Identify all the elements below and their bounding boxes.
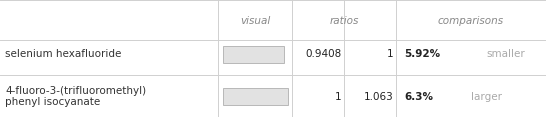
Text: smaller: smaller bbox=[486, 49, 525, 59]
Text: comparisons: comparisons bbox=[438, 16, 504, 26]
Bar bbox=[223, 88, 288, 105]
Text: 0.9408: 0.9408 bbox=[305, 49, 341, 59]
Text: larger: larger bbox=[471, 91, 502, 102]
Text: ratios: ratios bbox=[329, 16, 359, 26]
Text: 1.063: 1.063 bbox=[364, 91, 393, 102]
Bar bbox=[223, 46, 284, 63]
Text: 1: 1 bbox=[387, 49, 393, 59]
Text: 4-fluoro-3-(trifluoromethyl)
phenyl isocyanate: 4-fluoro-3-(trifluoromethyl) phenyl isoc… bbox=[5, 86, 146, 107]
Text: 1: 1 bbox=[335, 91, 341, 102]
Text: selenium hexafluoride: selenium hexafluoride bbox=[5, 49, 122, 59]
Text: 5.92%: 5.92% bbox=[404, 49, 440, 59]
Text: 6.3%: 6.3% bbox=[404, 91, 433, 102]
Text: visual: visual bbox=[240, 16, 270, 26]
